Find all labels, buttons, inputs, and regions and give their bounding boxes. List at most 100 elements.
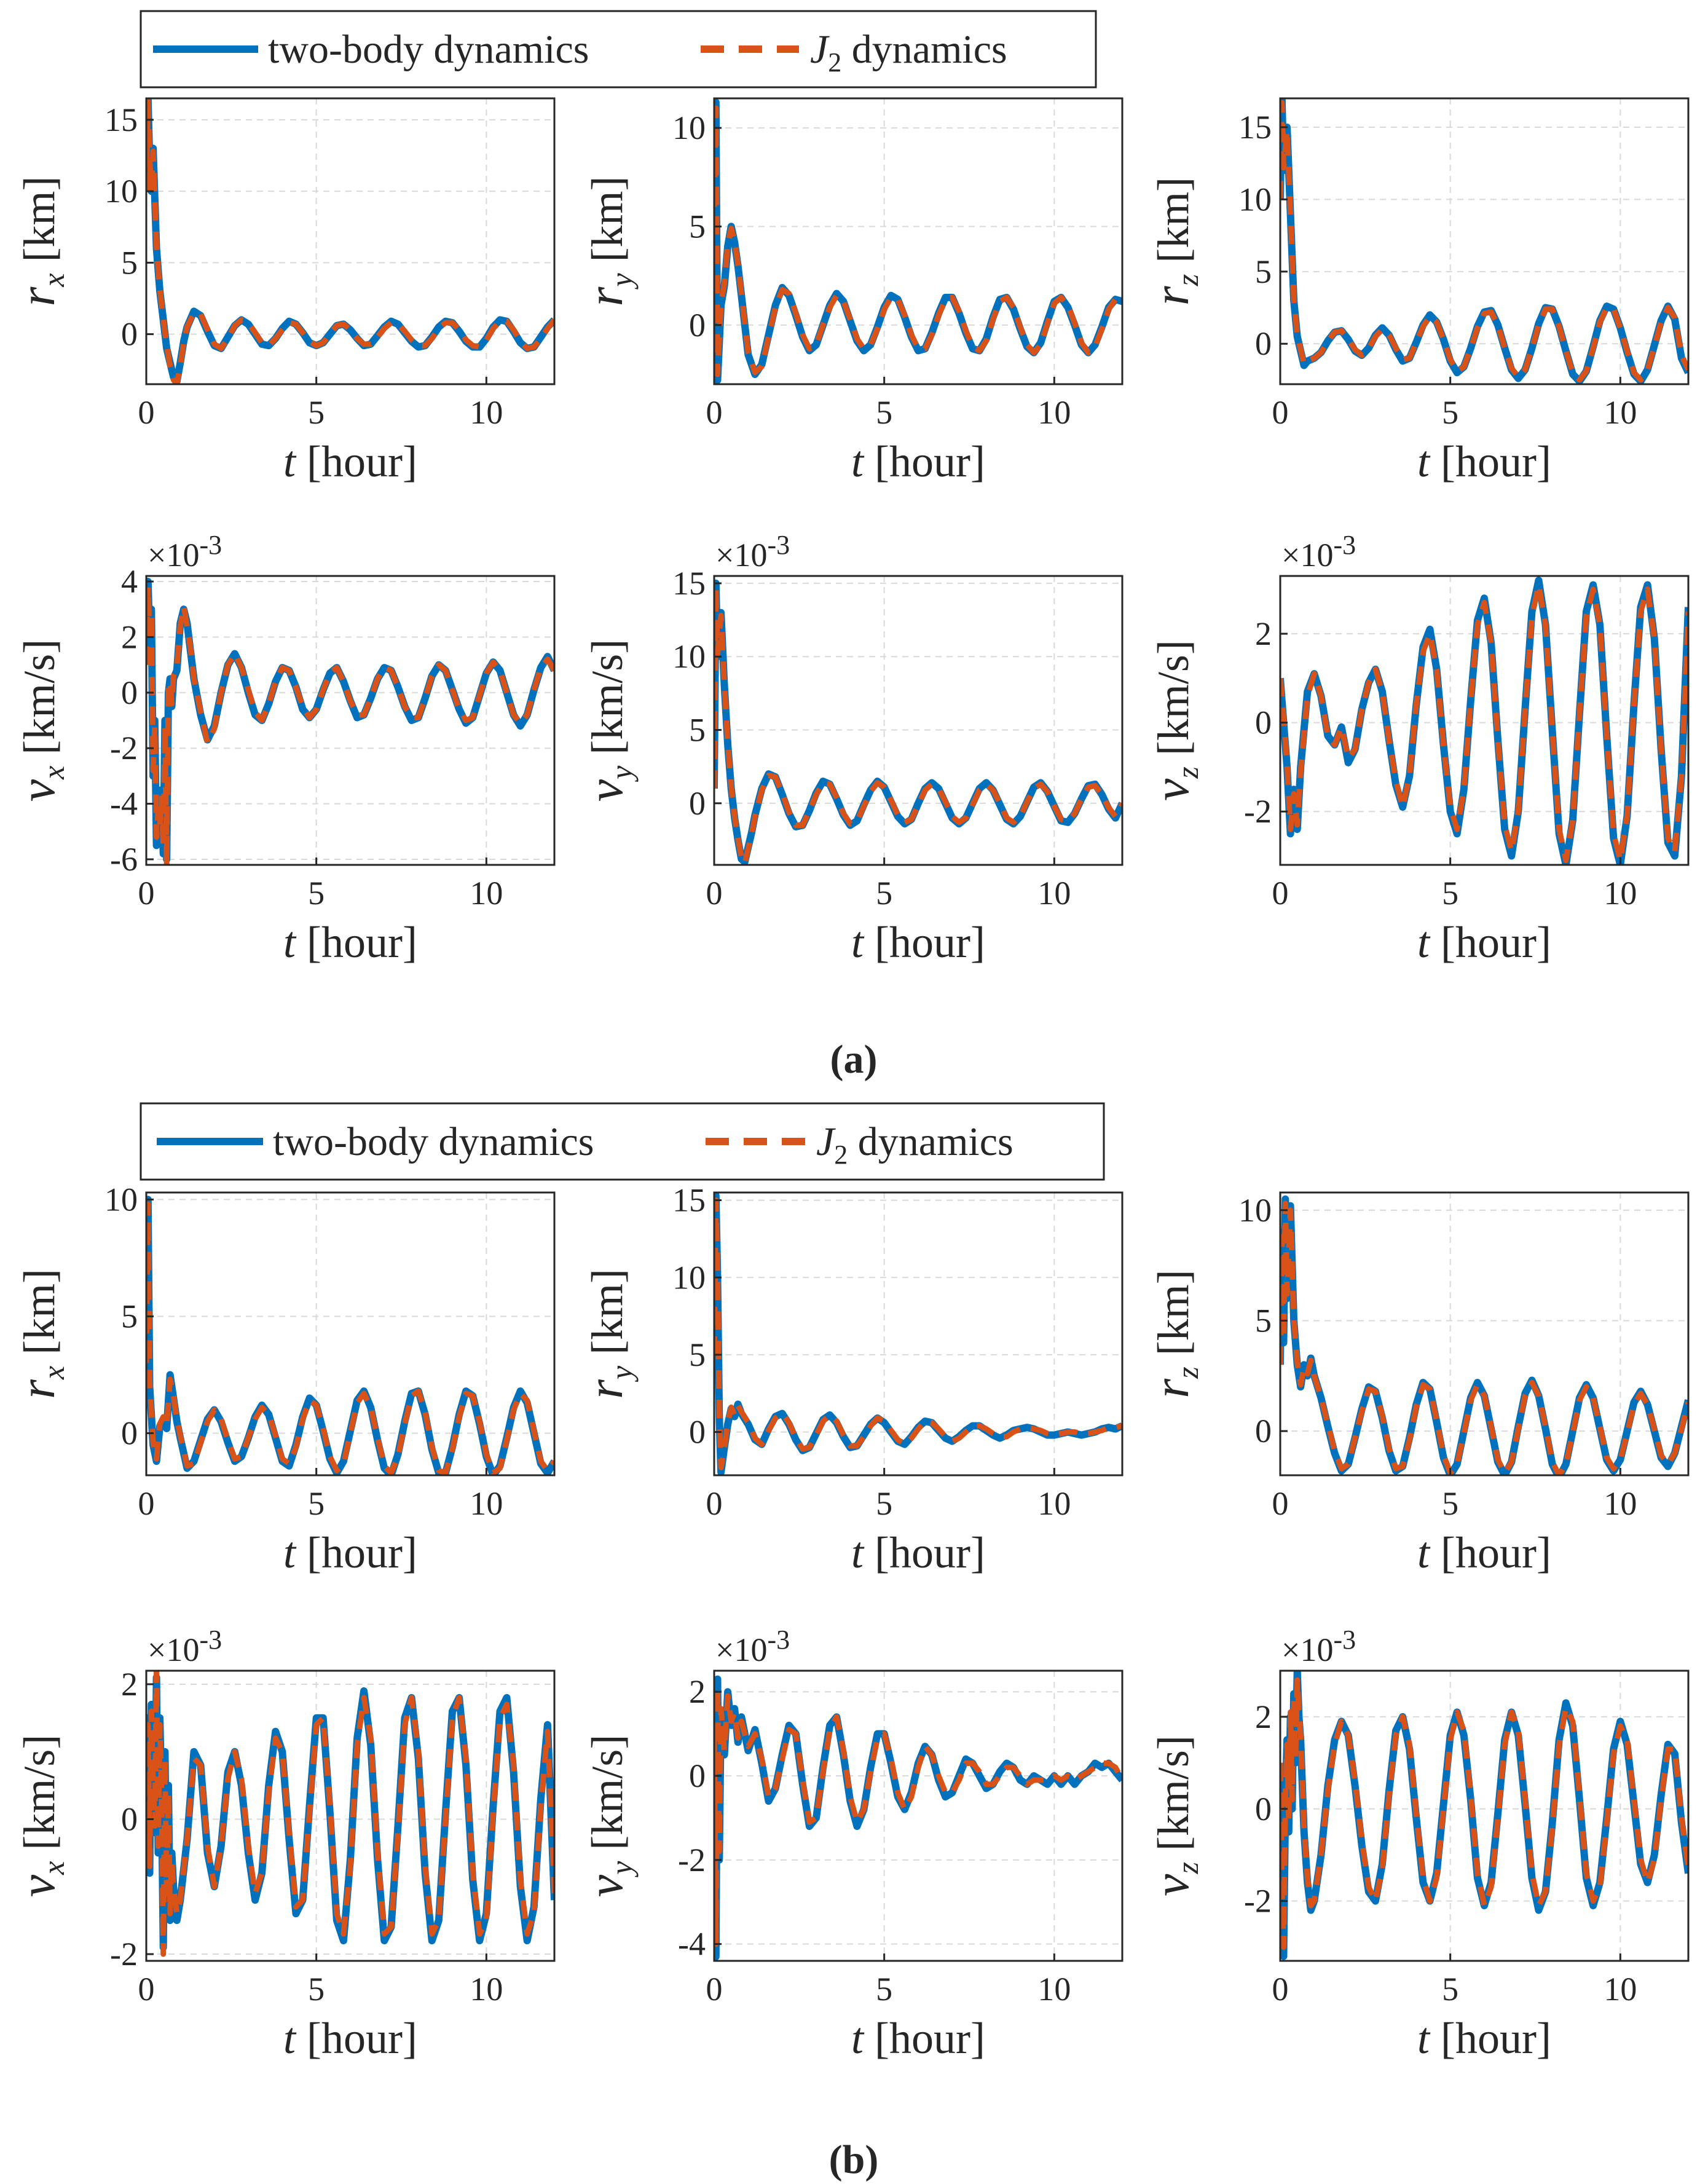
panel-b-ry: 0 5 10 0 5 10 15 t [hour] ry [km] <box>577 1182 1124 1577</box>
panel-a-vx: 0 5 10 -6 -4 -2 0 2 4 ×10-3 t [hour] vx [km/s] <box>9 530 556 967</box>
panel-b-rz: 0 5 10 0 5 10 t [hour] rz [km] <box>1143 1191 1690 1577</box>
caption-b: (b) <box>829 2137 879 2182</box>
panel-a-ry-xtick-label-0: 0 <box>706 394 723 431</box>
panel-b-vx-axes-box <box>145 1670 556 1962</box>
panel-a-vx-ytick-label-4: 2 <box>121 618 138 655</box>
panel-b-vx-ytick-label-1: 0 <box>121 1800 138 1837</box>
panel-a-vy-series-j2 <box>714 583 1122 865</box>
panel-b-rz-xlabel: t [hour] <box>1417 1528 1551 1577</box>
panel-b-rx-ytick-label-0: 0 <box>121 1415 138 1452</box>
panel-b-vz-ytick-label-0: -2 <box>1244 1883 1272 1920</box>
subplot-panels: 0 5 10 0 5 10 15 t [hour] rx [km] 0 5 10 0 5 10 t [hour… <box>9 97 1690 2063</box>
legend-a: two-body dynamics J2 dynamics <box>140 10 1097 89</box>
panel-b-vz-ylabel: vz [km/s] <box>1143 1735 1205 1896</box>
legend-b: two-body dynamics J2 dynamics <box>140 1102 1105 1181</box>
panel-a-vz-axes-box <box>1279 575 1690 866</box>
panel-a-vz-ytick-label-2: 2 <box>1255 615 1272 652</box>
panel-b-vz-xtick-label-2: 10 <box>1604 1971 1637 2008</box>
panel-a-ry-xtick-label-2: 10 <box>1037 394 1071 431</box>
panel-a-rz-ytick-label-0: 0 <box>1255 325 1272 362</box>
panel-b-rz-xtick-label-1: 5 <box>1442 1485 1458 1522</box>
panel-a-vz: 0 5 10 -2 0 2 ×10-3 t [hour] vz [km/s] <box>1143 530 1690 967</box>
panel-a-vy-xlabel: t [hour] <box>851 918 985 967</box>
panel-a-vy-ylabel: vy [km/s] <box>577 639 639 802</box>
panel-b-ry-ylabel: ry [km] <box>577 1269 639 1399</box>
panel-a-vx-ytick-label-5: 4 <box>121 563 138 600</box>
panel-b-vz-plot-area <box>1280 1671 1688 1961</box>
panel-b-ry-axes-box <box>713 1191 1124 1476</box>
panel-a-vz-series-j2 <box>1280 582 1688 864</box>
panel-b-ry-ytick-label-1: 5 <box>689 1336 706 1373</box>
panel-b-rz-ytick-label-1: 5 <box>1255 1302 1272 1339</box>
panel-a-rx-ytick-label-3: 15 <box>104 101 138 138</box>
panel-b-vy-xtick-label-2: 10 <box>1037 1971 1071 2008</box>
legend-a-j2-symbol: J <box>810 27 830 72</box>
panel-b-ry-ytick-label-2: 10 <box>672 1259 706 1296</box>
panel-a-vy-exponent: ×10-3 <box>715 530 790 574</box>
panel-a-rx-plot-area <box>146 98 554 384</box>
panel-a-rz-ytick-label-3: 15 <box>1238 109 1272 146</box>
legend-a-j2-tail: dynamics <box>841 27 1007 72</box>
panel-b-rz-ytick-label-2: 10 <box>1238 1192 1272 1229</box>
panel-a-ry-xlabel: t [hour] <box>851 437 985 486</box>
panel-b-vy-ytick-label-3: 2 <box>689 1673 706 1710</box>
panel-a-ry: 0 5 10 0 5 10 t [hour] ry [km] <box>577 97 1124 486</box>
panel-b-vx-ylabel: vx [km/s] <box>9 1735 71 1898</box>
panel-a-rz-xtick-label-2: 10 <box>1604 394 1637 431</box>
panel-b-vy-ytick-label-2: 0 <box>689 1757 706 1794</box>
panel-a-rz: 0 5 10 0 5 10 15 t [hour] rz [km] <box>1143 97 1690 486</box>
panel-b-ry-ytick-label-0: 0 <box>689 1414 706 1451</box>
panel-a-vy-ytick-label-2: 10 <box>672 638 706 675</box>
panel-a-vx-axes-box <box>145 575 556 866</box>
panel-a-vx-xtick-label-1: 5 <box>308 875 325 912</box>
legend-b-j2-symbol: J <box>816 1119 836 1164</box>
panel-b-rx-series-j2 <box>146 1201 554 1475</box>
panel-a-vz-exponent: ×10-3 <box>1281 530 1356 574</box>
panel-a-vy-ytick-label-1: 5 <box>689 712 706 749</box>
panel-a-vx-ytick-label-2: -2 <box>110 730 138 767</box>
panel-a-rx-ytick-label-1: 5 <box>121 244 138 281</box>
panel-a-vx-ytick-label-3: 0 <box>121 674 138 711</box>
panel-a-vx-ylabel: vx [km/s] <box>9 639 71 802</box>
panel-b-rx-ytick-label-1: 5 <box>121 1298 138 1334</box>
panel-b-rx-xtick-label-2: 10 <box>470 1485 503 1522</box>
panel-a-rx-xtick-label-1: 5 <box>308 394 325 431</box>
panel-a-vz-ylabel: vz [km/s] <box>1143 640 1205 801</box>
panel-a-rx-xlabel: t [hour] <box>283 437 417 486</box>
panel-a-vx-series-j2 <box>146 584 554 865</box>
panel-a-ry-ytick-label-0: 0 <box>689 307 706 344</box>
panel-a-vy-ytick-label-3: 15 <box>672 565 706 602</box>
panel-b-vy-xtick-label-0: 0 <box>706 1971 723 2008</box>
panel-a-vx-ytick-label-1: -4 <box>110 786 138 822</box>
panel-a-rz-xtick-label-1: 5 <box>1442 394 1458 431</box>
panel-a-rx-ytick-label-0: 0 <box>121 316 138 353</box>
panel-b-vx-ytick-label-0: -2 <box>110 1936 138 1973</box>
panel-a-vy-xtick-label-2: 10 <box>1037 875 1071 912</box>
legend-b-j2-label: J2 dynamics <box>816 1119 1013 1170</box>
panel-b-vy-plot-area <box>714 1671 1122 1961</box>
panel-b-vx-xtick-label-2: 10 <box>470 1971 503 2008</box>
panel-b-rx-axes-box <box>145 1191 556 1476</box>
panel-b-rx-ytick-label-2: 10 <box>104 1181 138 1218</box>
legend-b-two-body-label: two-body dynamics <box>273 1119 594 1164</box>
panel-b-rz-series-j2 <box>1280 1200 1688 1475</box>
panel-a-rx-xtick-label-0: 0 <box>138 394 155 431</box>
panel-b-vz-ytick-label-1: 0 <box>1255 1791 1272 1827</box>
panel-b-rz-xtick-label-0: 0 <box>1272 1485 1289 1522</box>
panel-b-ry-ytick-label-3: 15 <box>672 1182 706 1219</box>
panel-b-vy-ytick-label-0: -4 <box>678 1926 706 1963</box>
panel-b-vz-ytick-label-2: 2 <box>1255 1698 1272 1735</box>
panel-b-vy-ylabel: vy [km/s] <box>577 1735 639 1898</box>
panel-b-vx-xtick-label-0: 0 <box>138 1971 155 2008</box>
legend-b-j2-tail: dynamics <box>848 1119 1013 1164</box>
panel-b-ry-xtick-label-1: 5 <box>876 1485 892 1522</box>
panel-b-vx-xlabel: t [hour] <box>283 2014 417 2063</box>
panel-b-vx-exponent: ×10-3 <box>148 1625 222 1668</box>
panel-b-vy-xtick-label-1: 5 <box>876 1971 892 2008</box>
panel-b-vy-series-j2 <box>714 1684 1122 1947</box>
panel-a-rz-ytick-label-1: 5 <box>1255 253 1272 290</box>
panel-b-vy-axes-box <box>713 1670 1124 1962</box>
panel-a-vx-xtick-label-2: 10 <box>470 875 503 912</box>
panel-b-vx-ytick-label-2: 2 <box>121 1666 138 1703</box>
